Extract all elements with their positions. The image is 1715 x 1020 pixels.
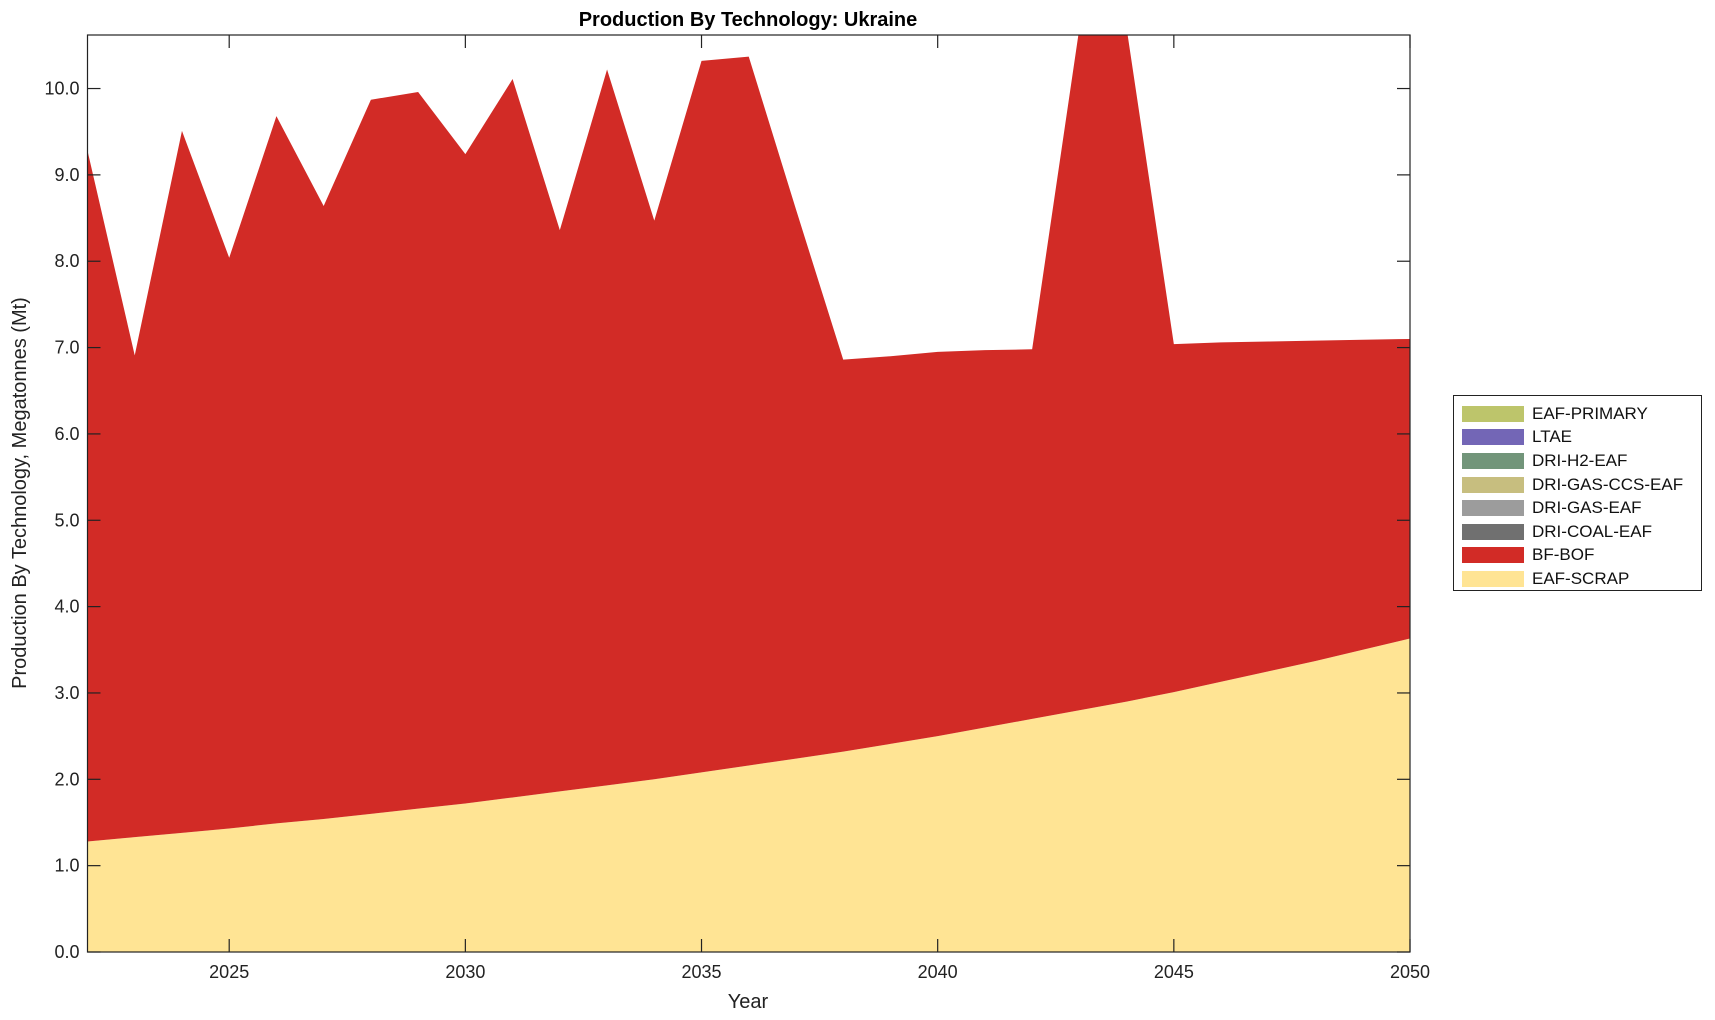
x-tick-label: 2045 — [1154, 962, 1194, 982]
legend-item: EAF-PRIMARY — [1462, 402, 1701, 426]
y-tick-label: 8.0 — [54, 251, 79, 271]
legend-label: DRI-GAS-CCS-EAF — [1532, 474, 1684, 494]
y-tick-label: 3.0 — [54, 683, 79, 703]
x-tick-label: 2025 — [209, 962, 249, 982]
x-tick-label: 2035 — [681, 962, 721, 982]
legend-item: DRI-COAL-EAF — [1462, 520, 1701, 544]
legend-item: EAF-SCRAP — [1462, 567, 1701, 591]
legend-label: LTAE — [1532, 427, 1572, 447]
legend-swatch — [1462, 523, 1524, 540]
legend-label: DRI-COAL-EAF — [1532, 521, 1652, 541]
legend-item: DRI-GAS-EAF — [1462, 496, 1701, 520]
legend-swatch — [1462, 500, 1524, 517]
plot-frame — [86, 34, 1411, 953]
legend-label: EAF-SCRAP — [1532, 568, 1630, 588]
area-series-group — [87, 35, 1410, 952]
legend-item: LTAE — [1462, 426, 1701, 450]
legend-label: EAF-PRIMARY — [1532, 403, 1648, 423]
x-tick-label: 2040 — [918, 962, 958, 982]
legend-item: DRI-GAS-CCS-EAF — [1462, 473, 1701, 497]
y-tick-label: 6.0 — [54, 424, 79, 444]
area-bf-bof — [87, 35, 1410, 842]
y-tick-label: 4.0 — [54, 597, 79, 617]
legend-swatch — [1462, 405, 1524, 422]
legend-item: DRI-H2-EAF — [1462, 449, 1701, 473]
x-tick-label: 2050 — [1390, 962, 1430, 982]
area-eaf-scrap — [87, 638, 1410, 952]
legend: EAF-PRIMARY LTAE DRI-H2-EAF DRI-GAS-CCS-EAF… — [1453, 395, 1702, 591]
legend-swatch — [1462, 570, 1524, 587]
y-tick-label: 2.0 — [54, 769, 79, 789]
y-tick-label: 7.0 — [54, 338, 79, 358]
x-axis-label: Year — [728, 991, 769, 1013]
legend-label: DRI-GAS-EAF — [1532, 498, 1642, 518]
legend-item: BF-BOF — [1462, 544, 1701, 568]
legend-swatch — [1462, 547, 1524, 564]
y-tick-label: 9.0 — [54, 165, 79, 185]
legend-label: BF-BOF — [1532, 545, 1595, 565]
legend-swatch — [1462, 452, 1524, 469]
chart-title: Production By Technology: Ukraine — [579, 9, 918, 31]
legend-label: DRI-H2-EAF — [1532, 450, 1628, 470]
legend-swatch — [1462, 476, 1524, 493]
x-tick-label: 2030 — [445, 962, 485, 982]
legend-swatch — [1462, 429, 1524, 446]
y-axis-label: Production By Technology, Megatonnes (Mt… — [9, 297, 31, 689]
y-tick-label: 10.0 — [44, 79, 79, 99]
y-tick-label: 5.0 — [54, 510, 79, 530]
ticks-group: 2025 2030 2035 2040 2045 2050 0.0 1.0 2.0 3.0 4.0 5… — [44, 35, 1430, 982]
y-tick-label: 1.0 — [54, 856, 79, 876]
y-tick-label: 0.0 — [54, 942, 79, 962]
